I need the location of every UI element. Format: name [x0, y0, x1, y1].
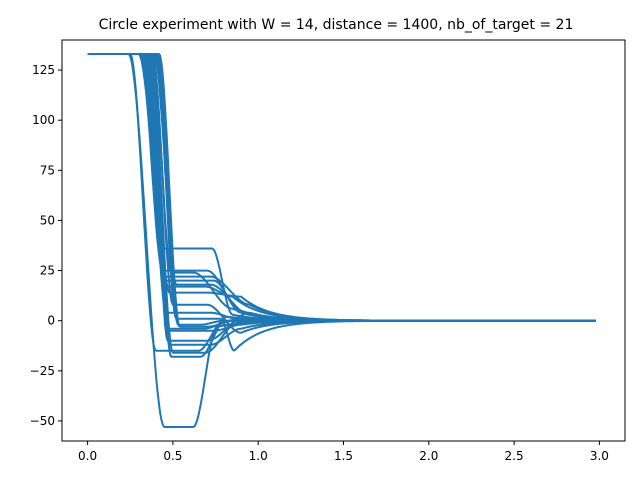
chart-title: Circle experiment with W = 14, distance … [99, 17, 574, 33]
series-layer [87, 53, 596, 428]
x-tick-label: 1.0 [249, 449, 268, 463]
x-tick-label: 2.5 [505, 449, 524, 463]
y-tick-label: 75 [40, 163, 55, 177]
y-tick-label: 25 [40, 264, 55, 278]
y-tick-label: 50 [40, 213, 55, 227]
series-line-21 [87, 53, 596, 328]
x-tick-label: 0.5 [163, 449, 182, 463]
y-tick-label: 100 [32, 113, 55, 127]
y-tick-label: 0 [47, 314, 55, 328]
x-axis: 0.0 0.5 1.0 1.5 2.0 2.5 3.0 [78, 441, 609, 463]
y-tick-label: −25 [30, 364, 55, 378]
x-tick-label: 1.5 [334, 449, 353, 463]
y-tick-label: −50 [30, 414, 55, 428]
x-tick-label: 2.0 [419, 449, 438, 463]
y-tick-label: 125 [32, 63, 55, 77]
x-tick-label: 3.0 [590, 449, 609, 463]
y-axis: −50 −25 0 25 50 75 100 125 [30, 63, 62, 428]
x-tick-label: 0.0 [78, 449, 97, 463]
